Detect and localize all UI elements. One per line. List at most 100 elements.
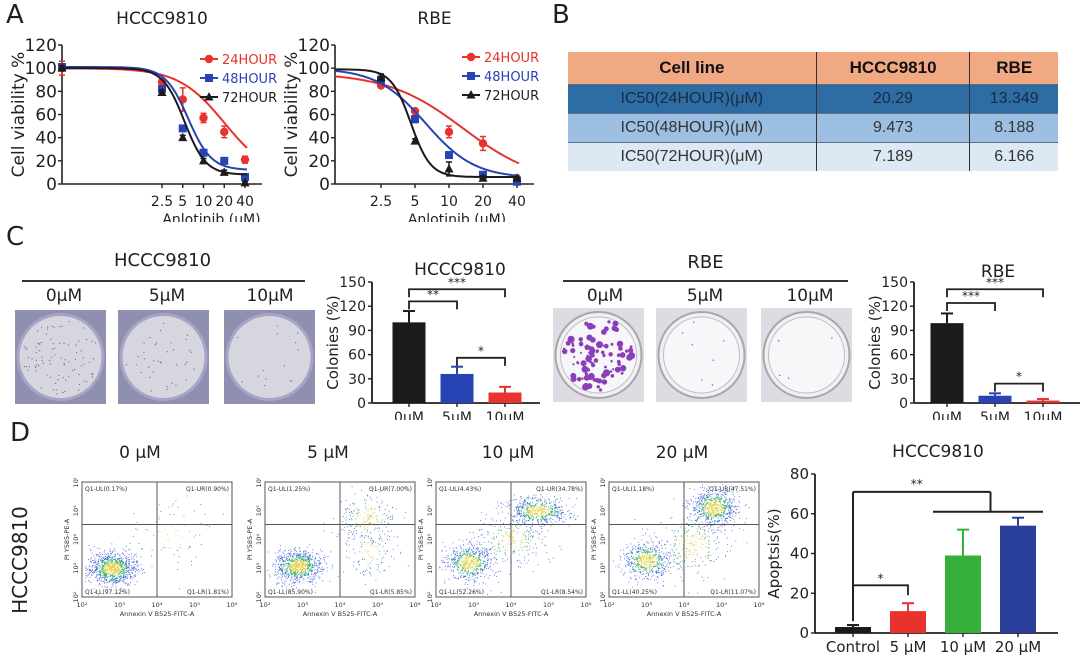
x-tick-label: 2.5 [370, 194, 392, 210]
event-dot [122, 571, 124, 573]
event-dot [561, 500, 563, 502]
significance-label: *** [986, 275, 1004, 289]
event-dot [479, 569, 481, 571]
event-dot [543, 509, 545, 511]
event-dot [85, 575, 87, 577]
event-dot [284, 550, 286, 552]
event-dot [370, 516, 371, 518]
event-dot [285, 559, 287, 561]
event-dot [282, 583, 284, 585]
bar-0μm [930, 323, 964, 403]
event-dot [122, 552, 124, 554]
y-tick-label: 10⁴ [426, 534, 434, 545]
event-dot [349, 525, 351, 527]
event-dot [137, 570, 139, 572]
event-dot [110, 561, 112, 563]
event-dot [529, 506, 531, 508]
event-dot [527, 520, 529, 522]
event-dot [140, 564, 142, 566]
colony-dot [35, 352, 37, 354]
event-dot [295, 581, 297, 583]
event-dot [299, 554, 301, 555]
event-dot [468, 558, 470, 560]
colony-dot [135, 364, 137, 366]
event-dot [518, 514, 520, 515]
event-dot [90, 558, 92, 560]
event-dot [526, 509, 528, 510]
data-point-circle [157, 77, 167, 87]
event-dot [120, 567, 122, 568]
event-dot [667, 563, 669, 565]
event-dot [275, 560, 277, 562]
event-dot [115, 573, 117, 574]
event-dot [480, 552, 482, 554]
event-dot [307, 565, 309, 567]
event-dot [126, 570, 128, 572]
event-dot [95, 566, 97, 568]
event-dot [288, 575, 289, 577]
event-dot [705, 520, 706, 522]
event-dot [303, 560, 305, 562]
event-dot [112, 573, 113, 574]
event-dot [496, 558, 498, 560]
event-dot [128, 567, 130, 569]
event-dot [711, 511, 713, 513]
event-dot [384, 533, 386, 535]
event-dot [100, 576, 102, 578]
colony-dot [585, 355, 592, 363]
event-dot [649, 548, 651, 550]
colony-dot [64, 359, 66, 361]
event-dot [136, 565, 138, 567]
colony-dot [283, 365, 286, 367]
event-dot [297, 572, 299, 574]
event-dot [469, 566, 471, 568]
event-dot [279, 567, 280, 568]
event-dot [453, 551, 455, 553]
event-dot [364, 502, 366, 504]
event-dot [528, 516, 530, 518]
event-dot [455, 565, 457, 567]
event-dot [293, 570, 295, 572]
event-dot [105, 563, 107, 564]
event-dot [516, 520, 517, 521]
event-dot [705, 508, 707, 510]
event-dot [386, 538, 388, 540]
event-dot [391, 555, 392, 557]
event-dot [731, 486, 732, 488]
event-dot [519, 514, 521, 516]
event-dot [297, 559, 299, 561]
event-dot [692, 503, 694, 505]
y-tick-label: 10³ [255, 562, 263, 573]
event-dot [636, 563, 638, 565]
colony-dot [83, 363, 85, 365]
event-dot [467, 557, 469, 559]
event-dot [359, 564, 361, 566]
event-dot [309, 566, 311, 567]
event-dot [93, 588, 95, 590]
event-dot [464, 568, 466, 570]
dose-label: 5μM [148, 286, 186, 306]
colony-dot [617, 362, 621, 366]
event-dot [509, 544, 511, 546]
event-dot [636, 551, 638, 553]
event-dot [463, 558, 465, 560]
event-dot [711, 506, 713, 508]
event-dot [107, 557, 109, 559]
event-dot [348, 508, 350, 510]
event-dot [97, 567, 99, 569]
colony-dot [54, 347, 56, 349]
data-point-square [467, 72, 475, 80]
event-dot [112, 549, 114, 551]
event-dot [293, 564, 295, 566]
event-dot [288, 558, 290, 560]
event-dot [527, 510, 529, 512]
event-dot [467, 551, 469, 553]
event-dot [370, 499, 372, 501]
event-dot [312, 565, 313, 567]
event-dot [364, 499, 366, 501]
event-dot [173, 514, 175, 515]
event-dot [649, 570, 651, 572]
event-dot [518, 522, 520, 524]
table-header-row: Cell line HCCC9810 RBE [568, 52, 1058, 85]
event-dot [495, 559, 497, 561]
